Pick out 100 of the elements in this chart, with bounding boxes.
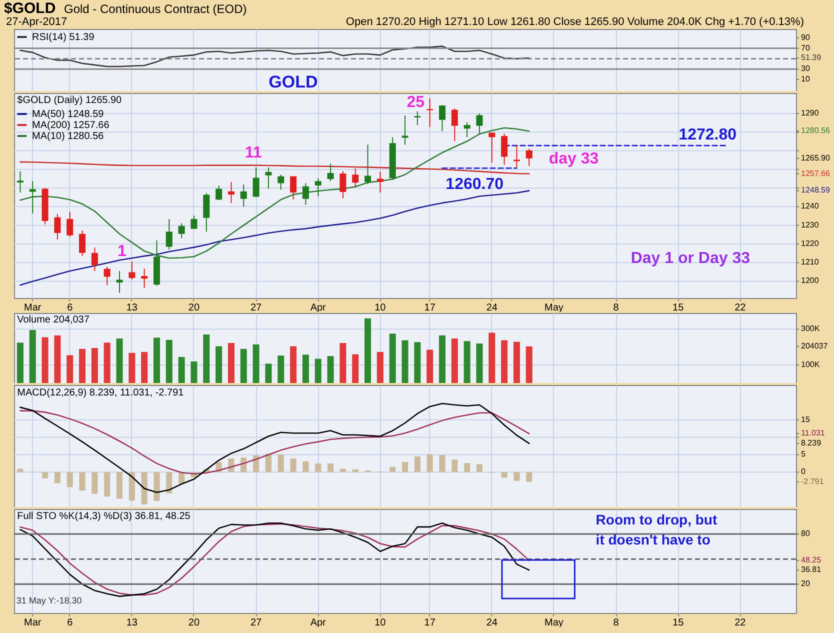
y-tick-label: 300K	[801, 324, 820, 334]
bar	[54, 335, 61, 383]
x-tick-label: 24	[486, 302, 498, 314]
annotation: Room to drop, but it doesn't have to	[596, 512, 718, 548]
candlestick	[116, 270, 123, 294]
bar	[203, 334, 210, 383]
y-tick-label: 1265.90	[801, 153, 830, 162]
x-tick-label: Mar	[24, 618, 42, 628]
bar	[526, 472, 532, 482]
chart-subtitle: Gold - Continuous Contract (EOD)	[64, 2, 247, 16]
y-tick-label: 70	[801, 43, 810, 52]
y-tick-label: 1290	[801, 108, 820, 118]
candlestick	[66, 211, 74, 238]
bar	[302, 461, 309, 472]
bar	[390, 466, 396, 472]
annotation: 25	[406, 94, 425, 112]
y-tick-label: 10	[801, 74, 810, 84]
y-tick-label: 1240	[801, 202, 820, 211]
candlestick	[476, 113, 483, 134]
bar	[290, 346, 297, 383]
bar	[29, 330, 36, 383]
bar	[79, 472, 86, 491]
y-tick-label: 1200	[801, 276, 820, 286]
x-tick-label: 8	[613, 302, 620, 314]
y-tick-label: 8.239	[801, 438, 822, 448]
y-tick-label: 1210	[801, 258, 820, 267]
candlestick	[526, 148, 532, 167]
bar	[278, 454, 284, 472]
bar	[116, 338, 123, 383]
bar	[141, 352, 148, 383]
candlestick	[79, 230, 86, 257]
bar	[66, 472, 73, 488]
y-tick-label: 48.25	[801, 556, 822, 565]
chart-title: $GOLD	[4, 0, 56, 17]
bar	[16, 342, 24, 383]
x-tick-label: 6	[67, 302, 74, 314]
y-tick-label: 1280.56	[801, 126, 830, 136]
bar	[514, 472, 520, 481]
bar	[240, 348, 247, 383]
x-tick-label: 27	[250, 618, 262, 628]
legend-label: MA(10) 1280.56	[32, 131, 104, 142]
bar	[116, 472, 123, 499]
bar	[104, 342, 110, 383]
bar	[488, 332, 496, 383]
annotation: Full STO %K(14,3) %D(3) 36.81, 48.25	[17, 511, 191, 522]
line-series	[20, 190, 530, 286]
candlestick	[203, 192, 210, 232]
y-tick-label: 36.81	[801, 565, 822, 574]
candlestick	[252, 166, 260, 198]
candlestick	[327, 163, 334, 182]
bar	[252, 344, 260, 383]
y-tick-label: 20	[801, 579, 810, 588]
candlestick	[364, 144, 372, 185]
bar	[464, 341, 470, 383]
bar	[414, 342, 421, 383]
bar	[476, 464, 483, 472]
bar	[166, 472, 172, 494]
candlestick	[216, 184, 222, 201]
x-tick-label: Mar	[24, 302, 42, 314]
bar	[389, 334, 396, 383]
bar	[128, 472, 135, 501]
candlestick	[352, 168, 359, 188]
bar	[452, 460, 458, 472]
bar	[265, 364, 272, 383]
line-series	[20, 410, 530, 475]
y-tick-label: 15	[801, 414, 810, 424]
bar	[92, 472, 98, 494]
x-tick-label: 17	[424, 618, 436, 628]
bar	[302, 354, 309, 383]
candlestick	[240, 184, 247, 208]
legend-label: MA(200) 1257.66	[32, 120, 110, 131]
candlestick	[501, 133, 508, 166]
candlestick	[91, 246, 98, 272]
bar	[402, 462, 408, 472]
candlestick	[54, 213, 61, 240]
candlestick	[29, 180, 36, 214]
bar	[526, 346, 532, 383]
text: Open 1270.20 High 1271.10 Low 1261.80 Close 1265.90 Volume 204.0K Chg +1.70 (+0.13%)	[346, 16, 804, 28]
bar	[315, 463, 322, 472]
bar	[439, 455, 446, 472]
line-series	[20, 161, 530, 174]
line-series	[20, 46, 530, 68]
bar	[340, 342, 346, 383]
bar	[340, 468, 346, 472]
candlestick	[451, 108, 458, 142]
bar	[153, 338, 160, 383]
bar	[290, 458, 296, 472]
bar	[190, 361, 198, 383]
x-tick-label: 8	[613, 618, 620, 628]
x-tick-label: 27	[250, 302, 262, 314]
annotation: Volume 204,037	[17, 314, 90, 326]
y-tick-label: 51.39	[801, 52, 822, 62]
y-tick-label: 1248.59	[801, 186, 830, 195]
bar	[128, 352, 136, 383]
bar	[426, 350, 434, 383]
bar	[352, 354, 359, 383]
bar	[513, 342, 520, 383]
x-tick-label: 20	[188, 302, 200, 314]
candlestick	[513, 144, 520, 168]
text: 27-Apr-2017	[6, 16, 68, 28]
